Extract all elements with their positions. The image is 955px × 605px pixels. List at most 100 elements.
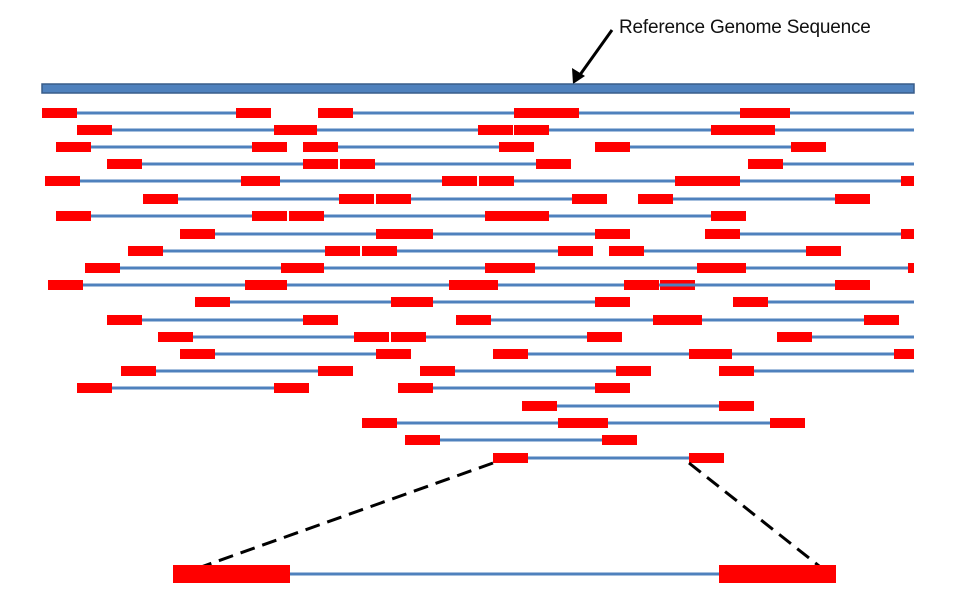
read-left — [143, 194, 178, 204]
read-left — [479, 176, 514, 186]
read-right — [572, 194, 607, 204]
read-right — [499, 142, 534, 152]
read-left — [121, 366, 156, 376]
read-left — [77, 125, 112, 135]
read-right — [558, 246, 593, 256]
read-right — [274, 383, 309, 393]
read-right — [719, 401, 754, 411]
read-right — [595, 383, 630, 393]
read-right — [587, 332, 622, 342]
read-left — [391, 332, 426, 342]
read-right — [908, 263, 914, 273]
read-left — [398, 297, 433, 307]
reference-genome-bar — [41, 83, 915, 94]
read-right — [514, 108, 549, 118]
read-left — [376, 194, 411, 204]
read-right — [478, 125, 513, 135]
read-left — [289, 211, 324, 221]
read-right — [835, 194, 870, 204]
read-left — [463, 280, 498, 290]
read-left — [748, 159, 783, 169]
read-left — [697, 349, 732, 359]
read-left — [180, 229, 215, 239]
read-left — [711, 263, 746, 273]
zoomed-read-left — [173, 565, 290, 583]
read-left — [252, 280, 287, 290]
read-right — [252, 211, 287, 221]
zoomed-read-group — [172, 461, 836, 583]
read-right — [770, 418, 805, 428]
read-left — [493, 349, 528, 359]
read-left — [42, 108, 77, 118]
read-right — [303, 159, 338, 169]
read-left — [362, 246, 397, 256]
read-right — [791, 142, 826, 152]
read-left — [493, 453, 528, 463]
read-right — [711, 211, 746, 221]
read-right — [318, 366, 353, 376]
read-right — [325, 246, 360, 256]
arrow-head — [572, 68, 585, 84]
read-right — [864, 315, 899, 325]
read-left — [318, 108, 353, 118]
zoomed-read-right — [719, 565, 836, 583]
read-left — [362, 418, 397, 428]
read-left — [77, 383, 112, 393]
read-left — [195, 297, 230, 307]
read-left — [667, 315, 702, 325]
read-left — [740, 125, 775, 135]
read-left — [456, 315, 491, 325]
read-right — [303, 315, 338, 325]
read-left — [398, 229, 433, 239]
read-left — [609, 246, 644, 256]
read-right — [339, 194, 374, 204]
read-left — [107, 315, 142, 325]
read-right — [835, 280, 870, 290]
read-left — [405, 435, 440, 445]
read-right — [616, 366, 651, 376]
read-right — [236, 108, 271, 118]
read-left — [777, 332, 812, 342]
read-left — [624, 280, 659, 290]
read-right — [595, 229, 630, 239]
read-left — [289, 263, 324, 273]
read-right — [689, 453, 724, 463]
paired-reads-group — [42, 108, 914, 463]
read-left — [420, 366, 455, 376]
read-right — [252, 142, 287, 152]
read-right — [376, 229, 411, 239]
read-left — [719, 366, 754, 376]
read-left — [107, 159, 142, 169]
read-left — [705, 229, 740, 239]
read-right — [711, 125, 746, 135]
read-right — [442, 176, 477, 186]
read-left — [522, 401, 557, 411]
read-right — [901, 176, 914, 186]
read-left — [514, 211, 549, 221]
reference-genome-label: Reference Genome Sequence — [619, 17, 871, 38]
read-right — [595, 297, 630, 307]
read-right — [806, 246, 841, 256]
read-right — [376, 349, 411, 359]
read-right — [675, 176, 710, 186]
read-left — [245, 176, 280, 186]
read-left — [85, 263, 120, 273]
read-left — [56, 142, 91, 152]
callout-right — [688, 461, 834, 579]
read-left — [128, 246, 163, 256]
read-right — [901, 229, 914, 239]
pointer-arrow — [575, 29, 614, 80]
read-right — [894, 349, 914, 359]
read-left — [705, 176, 740, 186]
read-right — [536, 159, 571, 169]
read-right — [485, 211, 520, 221]
read-left — [573, 418, 608, 428]
read-left — [158, 332, 193, 342]
read-left — [45, 176, 80, 186]
read-right — [602, 435, 637, 445]
read-left — [340, 159, 375, 169]
read-left — [638, 194, 673, 204]
read-left — [282, 125, 317, 135]
